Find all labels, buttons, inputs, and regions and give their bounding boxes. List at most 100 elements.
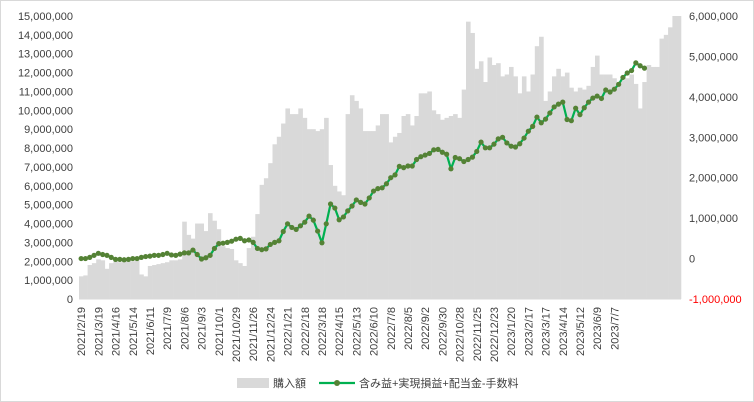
bar-29 bbox=[203, 231, 209, 299]
line-point-88 bbox=[456, 156, 463, 162]
bar-63 bbox=[349, 95, 355, 300]
line-point-19 bbox=[160, 251, 166, 258]
line-point-93 bbox=[478, 139, 484, 145]
bar-35 bbox=[229, 249, 235, 299]
bar-13 bbox=[134, 260, 140, 299]
line-point-20 bbox=[164, 250, 170, 256]
x-tick-label: 2022/12/23 bbox=[489, 307, 501, 362]
bar-27 bbox=[195, 223, 200, 299]
bar-136 bbox=[663, 34, 669, 300]
line-point-61 bbox=[340, 214, 347, 220]
line-point-79 bbox=[418, 154, 424, 160]
bar-2 bbox=[87, 265, 93, 299]
line-point-53 bbox=[306, 213, 312, 219]
line-point-33 bbox=[220, 240, 226, 246]
bar-39 bbox=[246, 248, 252, 299]
x-tick-label: 2021/10/29 bbox=[231, 307, 243, 362]
line-point-99 bbox=[504, 140, 510, 146]
bar-67 bbox=[367, 131, 372, 299]
line-point-89 bbox=[461, 158, 467, 165]
bar-137 bbox=[668, 27, 673, 299]
bar-94 bbox=[483, 82, 488, 299]
bar-81 bbox=[427, 91, 432, 299]
line-point-40 bbox=[250, 239, 256, 245]
line-point-130 bbox=[637, 63, 643, 69]
bar-92 bbox=[474, 68, 480, 299]
bar-75 bbox=[401, 115, 407, 300]
bar-120 bbox=[595, 55, 600, 300]
line-point-29 bbox=[203, 255, 209, 261]
line-point-12 bbox=[130, 255, 136, 262]
bar-133 bbox=[650, 66, 656, 299]
line-point-92 bbox=[474, 148, 480, 155]
line-point-124 bbox=[611, 86, 617, 92]
line-point-121 bbox=[598, 95, 605, 102]
y-right-tick-label: 4,000,000 bbox=[689, 92, 738, 104]
line-point-100 bbox=[508, 143, 514, 149]
bar-124 bbox=[612, 78, 617, 299]
x-tick-label: 2022/3/18 bbox=[317, 307, 329, 356]
legend-swatch-bars bbox=[237, 378, 269, 388]
line-point-8 bbox=[112, 256, 119, 262]
x-tick-label: 2021/6/11 bbox=[145, 307, 157, 355]
bar-59 bbox=[332, 185, 338, 299]
x-tick-label: 2022/1/21 bbox=[283, 307, 295, 356]
bar-40 bbox=[251, 236, 256, 299]
line-point-47 bbox=[280, 228, 286, 235]
x-tick-label: 2023/1/20 bbox=[506, 307, 518, 356]
bar-69 bbox=[375, 125, 381, 300]
line-point-94 bbox=[482, 145, 488, 151]
x-tick-label: 2021/12/24 bbox=[265, 307, 277, 362]
bar-38 bbox=[242, 265, 247, 299]
line-point-1 bbox=[82, 255, 89, 262]
line-point-80 bbox=[422, 152, 428, 158]
x-tick-label: 2023/6/9 bbox=[592, 307, 604, 350]
line-point-44 bbox=[267, 241, 273, 248]
y-left-tick-label: 14,000,000 bbox=[18, 30, 73, 42]
x-tick-label: 2023/5/12 bbox=[575, 307, 587, 356]
bar-34 bbox=[225, 248, 230, 299]
bar-57 bbox=[324, 117, 329, 299]
y-right-tick-label: 5,000,000 bbox=[689, 51, 738, 63]
x-tick-label: 2022/6/10 bbox=[369, 307, 381, 356]
bar-17 bbox=[152, 265, 157, 299]
line-point-50 bbox=[293, 226, 299, 233]
bar-55 bbox=[315, 131, 321, 299]
bar-79 bbox=[418, 93, 424, 299]
line-point-77 bbox=[409, 163, 415, 169]
line-point-36 bbox=[233, 236, 239, 242]
bar-31 bbox=[212, 220, 217, 299]
line-point-38 bbox=[241, 238, 248, 244]
x-tick-label: 2022/9/30 bbox=[437, 307, 449, 356]
bar-82 bbox=[431, 110, 437, 299]
bar-138 bbox=[672, 16, 677, 299]
line-point-69 bbox=[375, 186, 381, 192]
line-point-73 bbox=[392, 172, 398, 178]
x-tick-label: 2022/7/8 bbox=[386, 307, 398, 350]
line-point-0 bbox=[78, 255, 84, 262]
bar-93 bbox=[478, 61, 484, 299]
line-point-84 bbox=[439, 149, 445, 155]
bar-33 bbox=[220, 246, 226, 299]
x-tick-label: 2022/9/2 bbox=[420, 307, 432, 350]
legend-swatch-marker bbox=[334, 380, 340, 386]
line-point-106 bbox=[534, 114, 540, 120]
bar-52 bbox=[302, 117, 308, 299]
line-point-7 bbox=[108, 254, 114, 260]
bar-37 bbox=[238, 263, 243, 299]
bar-66 bbox=[362, 131, 368, 299]
bar-117 bbox=[582, 89, 587, 299]
line-point-68 bbox=[370, 188, 377, 194]
bar-0 bbox=[79, 276, 84, 299]
bar-71 bbox=[384, 114, 389, 299]
bar-46 bbox=[276, 136, 282, 299]
bar-45 bbox=[272, 144, 278, 299]
line-point-18 bbox=[155, 252, 162, 258]
bar-135 bbox=[659, 38, 665, 299]
line-point-15 bbox=[143, 253, 149, 260]
bar-49 bbox=[289, 114, 295, 299]
bar-97 bbox=[496, 63, 501, 299]
line-point-37 bbox=[237, 235, 243, 241]
line-point-103 bbox=[521, 135, 527, 141]
